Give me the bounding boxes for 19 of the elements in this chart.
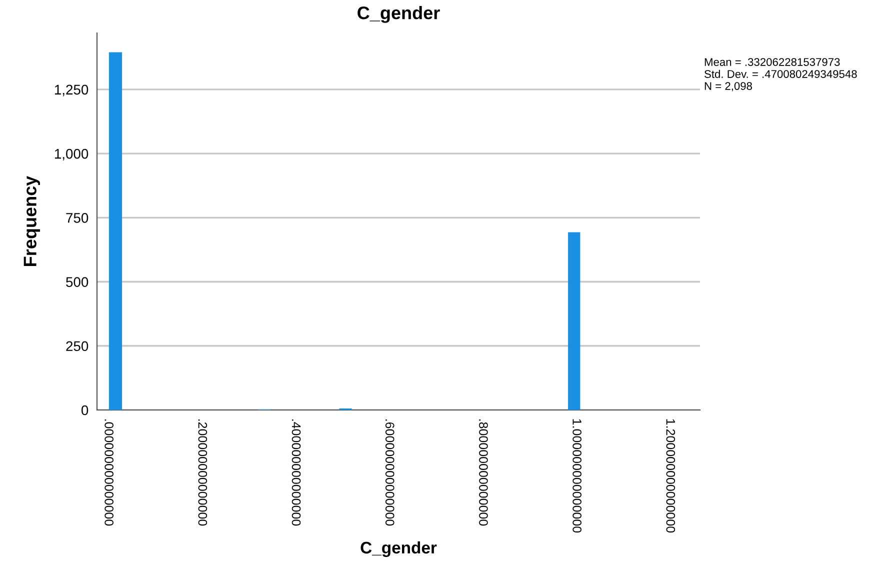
y-tick-label: 500 (66, 277, 88, 287)
x-tick-label: 1.200000000000000 (666, 419, 676, 533)
x-tick-label: .200000000000000 (198, 419, 208, 526)
y-axis-title: Frequency (24, 176, 40, 266)
x-tick-label: .800000000000000 (479, 419, 488, 526)
x-tick-label: .400000000000000 (292, 419, 301, 526)
y-tick-label: 250 (66, 341, 88, 352)
y-tick-label: 1,000 (54, 148, 88, 160)
x-tick-label: .600000000000000 (385, 419, 394, 526)
y-tick-label: 0 (81, 405, 88, 416)
chart-title: C_gender (358, 6, 440, 23)
x-axis-title: C_gender (360, 541, 437, 557)
y-tick-label: 1,250 (54, 84, 88, 96)
x-tick-label: .000000000000000 (104, 419, 114, 526)
x-tick-label: 1.000000000000000 (572, 419, 582, 533)
text: Std. Dev. = .470080249349548 (704, 70, 857, 78)
text: Mean = .332062281537973 (704, 58, 840, 66)
y-tick-label: 750 (66, 212, 88, 223)
text: N = 2,098 (704, 82, 752, 92)
